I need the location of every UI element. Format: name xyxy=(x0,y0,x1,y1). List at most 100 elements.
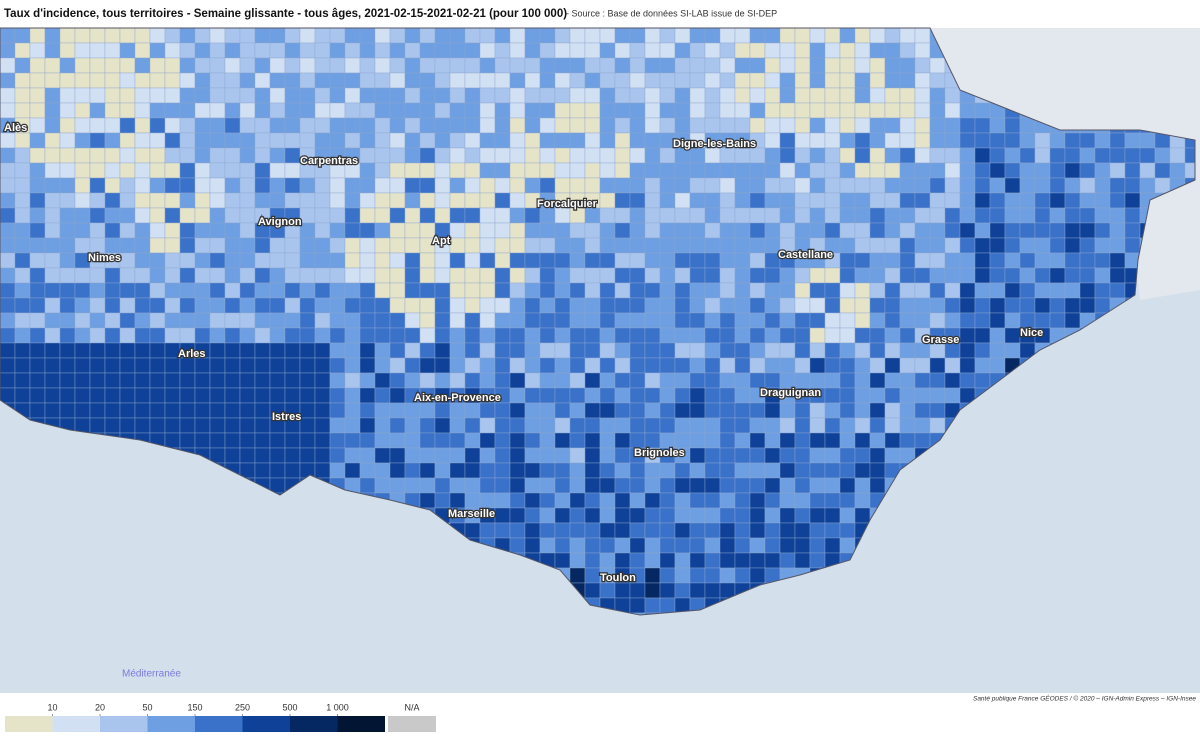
commune-cell xyxy=(14,297,31,314)
commune-cell xyxy=(764,402,781,419)
commune-cell xyxy=(899,162,916,179)
commune-cell xyxy=(194,312,211,329)
commune-cell xyxy=(404,192,421,209)
commune-cell xyxy=(44,132,61,149)
commune-cell xyxy=(809,417,826,434)
commune-cell xyxy=(404,342,421,359)
commune-cell xyxy=(824,372,841,389)
commune-cell xyxy=(974,237,991,254)
commune-cell xyxy=(419,312,436,329)
commune-cell xyxy=(1004,297,1021,314)
commune-cell xyxy=(179,387,196,404)
commune-cell xyxy=(29,192,46,209)
commune-cell xyxy=(929,162,946,179)
commune-cell xyxy=(269,28,286,44)
commune-cell xyxy=(914,237,931,254)
commune-cell xyxy=(704,162,721,179)
commune-cell xyxy=(854,117,871,134)
commune-cell xyxy=(314,387,331,404)
commune-cell xyxy=(629,582,646,599)
commune-cell xyxy=(929,57,946,74)
commune-cell xyxy=(674,402,691,419)
commune-cell xyxy=(929,417,946,434)
commune-cell xyxy=(1019,207,1036,224)
commune-cell xyxy=(194,177,211,194)
commune-cell xyxy=(854,42,871,59)
commune-cell xyxy=(59,267,76,284)
commune-cell xyxy=(494,28,511,44)
commune-cell xyxy=(299,117,316,134)
commune-cell xyxy=(299,342,316,359)
commune-cell xyxy=(269,147,286,164)
commune-cell xyxy=(434,372,451,389)
legend-swatch xyxy=(242,716,290,732)
commune-cell xyxy=(704,87,721,104)
commune-cell xyxy=(539,492,556,509)
commune-cell xyxy=(254,42,271,59)
commune-cell xyxy=(59,297,76,314)
commune-cell xyxy=(434,297,451,314)
commune-cell xyxy=(164,102,181,119)
commune-cell xyxy=(524,477,541,494)
commune-cell xyxy=(929,237,946,254)
commune-cell xyxy=(824,477,841,494)
commune-cell xyxy=(929,117,946,134)
commune-cell xyxy=(659,42,676,59)
commune-cell xyxy=(704,282,721,299)
commune-cell xyxy=(389,237,406,254)
commune-cell xyxy=(209,372,226,389)
commune-cell xyxy=(464,372,481,389)
commune-cell xyxy=(449,492,466,509)
commune-cell xyxy=(569,567,586,584)
commune-cell xyxy=(884,417,901,434)
commune-cell xyxy=(764,357,781,374)
commune-cell xyxy=(419,267,436,284)
commune-cell xyxy=(449,432,466,449)
commune-cell xyxy=(134,252,151,269)
commune-cell xyxy=(614,162,631,179)
commune-cell xyxy=(719,42,736,59)
commune-cell xyxy=(944,207,961,224)
commune-cell xyxy=(359,162,376,179)
commune-cell xyxy=(554,387,571,404)
commune-cell xyxy=(59,87,76,104)
commune-cell xyxy=(29,312,46,329)
commune-cell xyxy=(44,177,61,194)
commune-cell xyxy=(194,417,211,434)
commune-cell xyxy=(704,312,721,329)
commune-cell xyxy=(749,462,766,479)
commune-cell xyxy=(719,582,736,599)
commune-cell xyxy=(254,102,271,119)
commune-cell xyxy=(644,357,661,374)
commune-cell xyxy=(179,312,196,329)
commune-cell xyxy=(839,147,856,164)
commune-cell xyxy=(824,147,841,164)
commune-cell xyxy=(509,102,526,119)
commune-cell xyxy=(269,72,286,89)
commune-cell xyxy=(1049,192,1066,209)
commune-cell xyxy=(449,192,466,209)
commune-cell xyxy=(149,57,166,74)
commune-cell xyxy=(764,477,781,494)
commune-cell xyxy=(689,42,706,59)
commune-cell xyxy=(704,117,721,134)
commune-cell xyxy=(1064,282,1081,299)
commune-cell xyxy=(719,102,736,119)
commune-cell xyxy=(1079,162,1096,179)
commune-cell xyxy=(599,207,616,224)
commune-cell xyxy=(554,327,571,344)
commune-cell xyxy=(1064,207,1081,224)
commune-cell xyxy=(344,387,361,404)
commune-cell xyxy=(959,237,976,254)
commune-cell xyxy=(374,147,391,164)
commune-cell xyxy=(929,192,946,209)
commune-cell xyxy=(569,207,586,224)
commune-cell xyxy=(404,72,421,89)
commune-cell xyxy=(179,417,196,434)
commune-cell xyxy=(179,372,196,389)
commune-cell xyxy=(899,252,916,269)
commune-cell xyxy=(1139,147,1156,164)
commune-cell xyxy=(884,177,901,194)
commune-cell xyxy=(659,162,676,179)
